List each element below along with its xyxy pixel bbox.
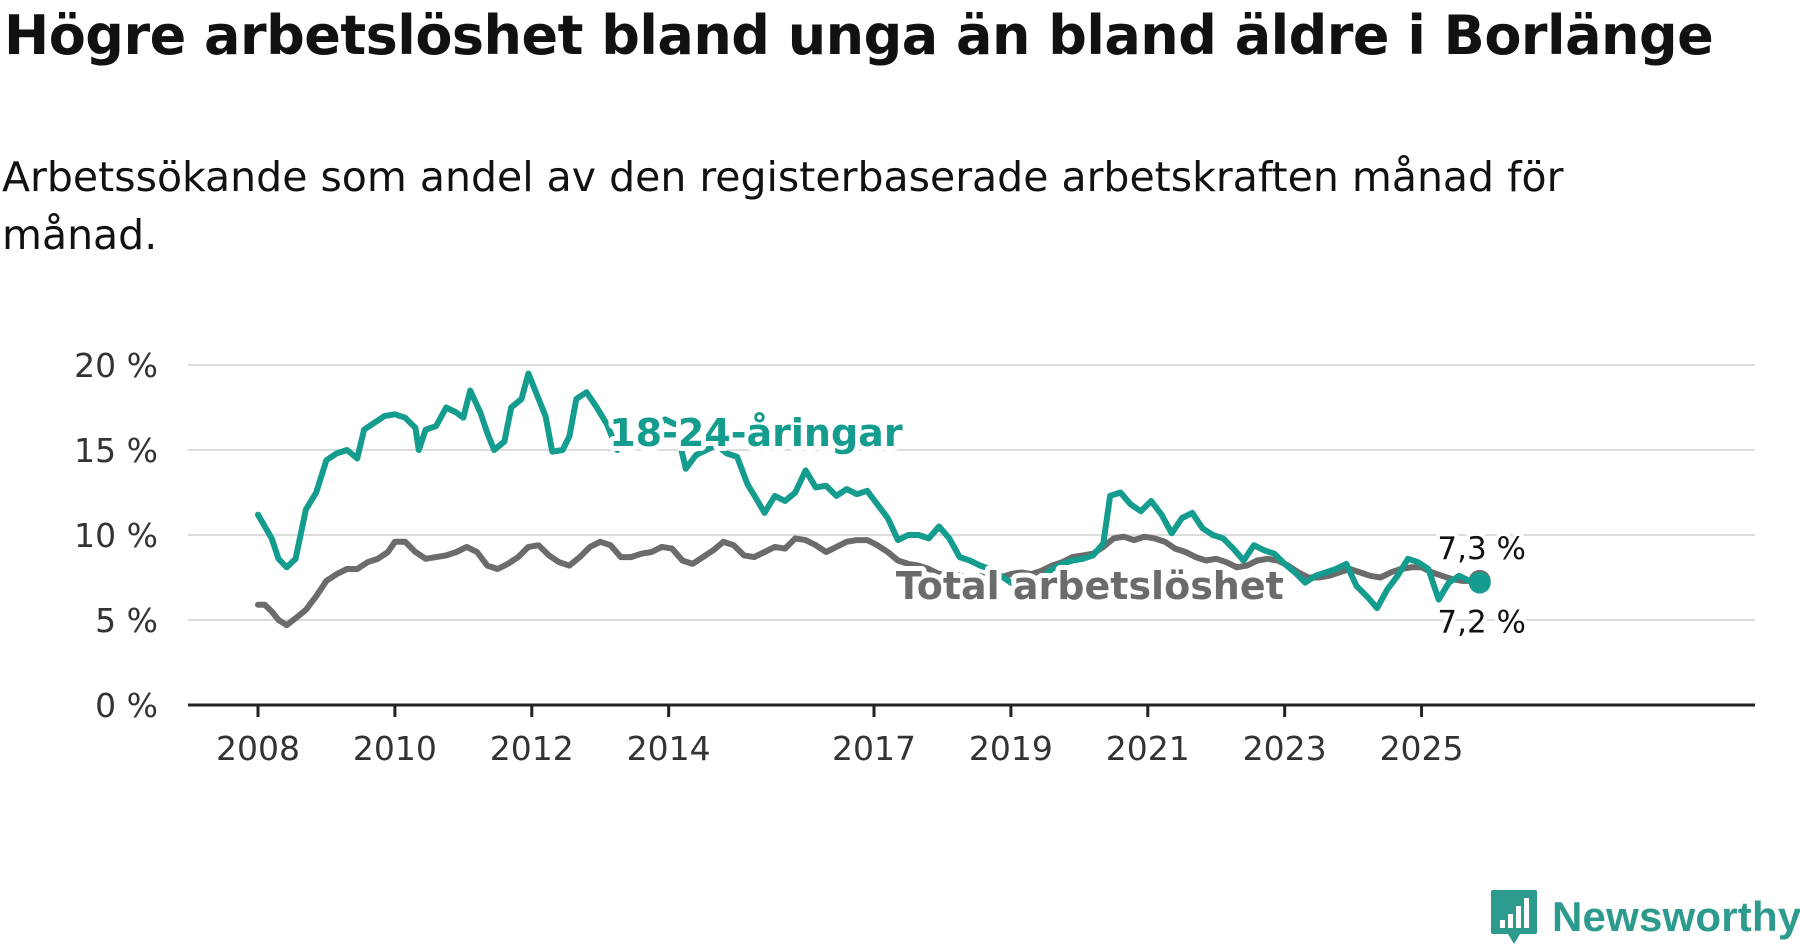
x-tick-label: 2017 — [832, 729, 916, 768]
series-label-youth-halo: 18-24-åringar — [609, 411, 903, 455]
y-axis-ticks: 0 % 5 % 10 % 15 % 20 % — [74, 346, 158, 725]
series-label-total-halo: Total arbetslöshet — [896, 564, 1284, 608]
bar-chart-icon — [1491, 890, 1537, 944]
series-line-youth — [255, 370, 1483, 612]
x-tick-label: 2025 — [1380, 729, 1464, 768]
x-axis-ticks: 2008 2010 2012 2014 2017 2019 2021 2023 2025 — [216, 705, 1464, 768]
y-tick-label: 15 % — [74, 431, 158, 470]
y-tick-label: 5 % — [95, 601, 158, 640]
end-label-youth-halo: 7,2 % — [1437, 605, 1526, 641]
newsworthy-logo: Newsworthy — [1490, 888, 1800, 946]
gridlines — [188, 364, 1755, 707]
x-tick-label: 2021 — [1106, 729, 1190, 768]
x-tick-label: 2008 — [216, 729, 300, 768]
y-tick-label: 0 % — [95, 686, 158, 725]
x-tick-label: 2012 — [490, 729, 574, 768]
chart-subtitle: Arbetssökande som andel av den registerb… — [2, 153, 1564, 259]
x-tick-label: 2010 — [353, 729, 437, 768]
end-label-total: 7,3 % — [1437, 531, 1526, 567]
end-label-total-halo: 7,3 % — [1437, 531, 1526, 567]
y-tick-label: 20 % — [74, 346, 158, 385]
x-tick-label: 2023 — [1243, 729, 1327, 768]
series-label-total: Total arbetslöshet — [896, 564, 1284, 608]
series-end-dot — [1468, 571, 1491, 594]
series-lines — [255, 370, 1491, 629]
series-line-total — [255, 533, 1483, 629]
x-tick-label: 2014 — [627, 729, 711, 768]
series-label-youth: 18-24-åringar — [609, 411, 903, 455]
y-tick-label: 10 % — [74, 516, 158, 555]
brand-name: Newsworthy — [1552, 893, 1800, 940]
chart-title: Högre arbetslöshet bland unga än bland ä… — [4, 4, 1714, 67]
end-label-youth: 7,2 % — [1437, 605, 1526, 641]
x-tick-label: 2019 — [969, 729, 1053, 768]
